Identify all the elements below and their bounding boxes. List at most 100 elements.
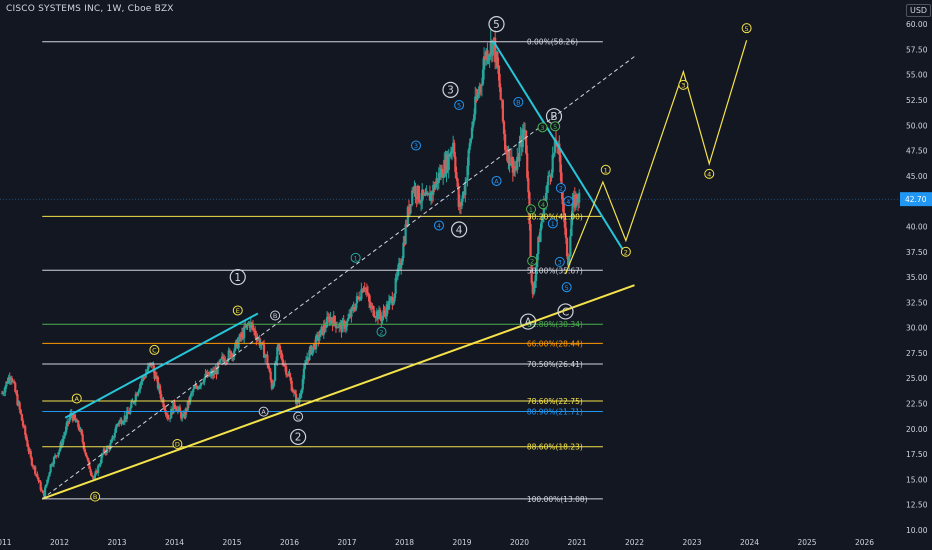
candle-body <box>166 415 169 419</box>
candle-body <box>460 198 464 206</box>
candle-body <box>413 185 416 191</box>
price-axis[interactable]: 10.00 12.50 15.00 17.50 20.00 22.50 25.00 27.50… <box>0 20 932 535</box>
candle-body <box>219 359 223 360</box>
candle-body <box>452 142 455 150</box>
candle-body <box>385 304 388 317</box>
wave-label: C <box>293 411 304 422</box>
candle-body <box>256 338 259 340</box>
candle-body <box>208 373 211 376</box>
last-price-label: 42.70 <box>905 195 927 204</box>
candle-body <box>473 114 476 122</box>
candle-body <box>249 322 252 328</box>
candle-body <box>51 464 54 466</box>
candle-body <box>464 181 467 196</box>
wave-label-circle <box>90 491 101 502</box>
wave-label-text: C <box>562 306 569 318</box>
candle-body <box>227 350 230 360</box>
candle-body <box>172 401 175 414</box>
time-axis[interactable]: 2011 2012 2013 2014 2015 2016 2017 2018 2019 2020… <box>0 538 874 547</box>
candle-body <box>102 449 105 454</box>
candle-body <box>9 377 12 380</box>
candle-body <box>60 442 63 446</box>
candle-body <box>360 289 363 300</box>
price-tick-label: 55.00 <box>906 71 928 80</box>
candle-body <box>255 335 258 340</box>
candle-body <box>76 420 79 423</box>
candle-body <box>53 455 57 458</box>
wave-label-text: 4 <box>456 224 463 236</box>
candle-body <box>25 434 28 441</box>
candle-body <box>37 477 40 481</box>
wave-label-text: 5 <box>457 102 461 110</box>
candle-body <box>245 324 248 328</box>
candle-body <box>408 204 412 215</box>
price-tick-label: 40.00 <box>906 222 928 231</box>
candle-body <box>28 450 31 452</box>
candle-body <box>522 129 526 134</box>
candle-body <box>189 393 193 397</box>
candle-body <box>111 436 114 441</box>
time-tick-label: 2019 <box>452 538 471 547</box>
wave-label-circle <box>520 313 537 330</box>
candle-body <box>97 465 100 473</box>
symbol-title: CISCO SYSTEMS INC, 1W, Cboe BZX <box>6 4 174 14</box>
candle-body <box>129 407 132 414</box>
candle-body <box>100 455 103 463</box>
candle-body <box>113 432 116 438</box>
wave-label: A <box>71 393 82 404</box>
price-tick-label: 17.50 <box>906 450 928 459</box>
candle-body <box>282 365 286 366</box>
candle-body <box>35 474 38 475</box>
candle-body <box>377 309 381 320</box>
time-tick-label: 2016 <box>280 538 299 547</box>
candle-body <box>361 289 364 293</box>
candle-body <box>90 472 93 476</box>
candle-body <box>14 382 17 392</box>
candle-body <box>23 425 26 427</box>
candle-body <box>325 317 329 328</box>
candle-body <box>228 350 231 352</box>
candle-body <box>398 262 402 269</box>
candle-body <box>397 262 401 269</box>
candle-body <box>225 360 228 362</box>
candle-body <box>153 370 156 379</box>
candle-body <box>117 424 120 425</box>
candle-body <box>157 385 161 389</box>
candle-body <box>50 464 53 466</box>
candle-body <box>201 382 204 384</box>
currency-badge[interactable]: USD <box>906 4 932 17</box>
wave-label-text: 3 <box>681 81 685 89</box>
candle-body <box>80 429 83 435</box>
candle-body <box>197 386 200 389</box>
candle-body <box>147 364 151 367</box>
candle-body <box>416 185 419 200</box>
candle-body <box>375 311 378 318</box>
candle-body <box>519 135 522 142</box>
candle-body <box>427 193 430 195</box>
candle-body <box>81 434 84 443</box>
wave-label: 4 <box>704 168 715 179</box>
candle-body <box>386 304 390 310</box>
candle-body <box>504 134 507 150</box>
wave-label: B <box>90 491 101 502</box>
fib-levels-layer: 0.00%(58.26) 38.20%(41.00) 50.00%(35.67) 61… <box>42 38 603 504</box>
wave-label-circle <box>454 100 465 111</box>
candle-body <box>454 156 457 173</box>
candle-body <box>371 305 374 307</box>
candle-body <box>321 326 324 335</box>
candle-body <box>547 175 550 186</box>
candle-body <box>185 408 188 411</box>
candle-body <box>356 296 360 298</box>
wave-label: A <box>491 175 502 186</box>
candle-body <box>162 399 165 407</box>
candle-body <box>575 194 579 200</box>
time-tick-label: 2017 <box>337 538 356 547</box>
candle-body <box>173 401 176 407</box>
candle-body <box>311 347 314 355</box>
candle-body <box>483 56 486 70</box>
candle-body <box>82 442 85 450</box>
candle-body <box>244 326 247 328</box>
candle-body <box>350 307 353 317</box>
candle-body <box>49 464 52 473</box>
